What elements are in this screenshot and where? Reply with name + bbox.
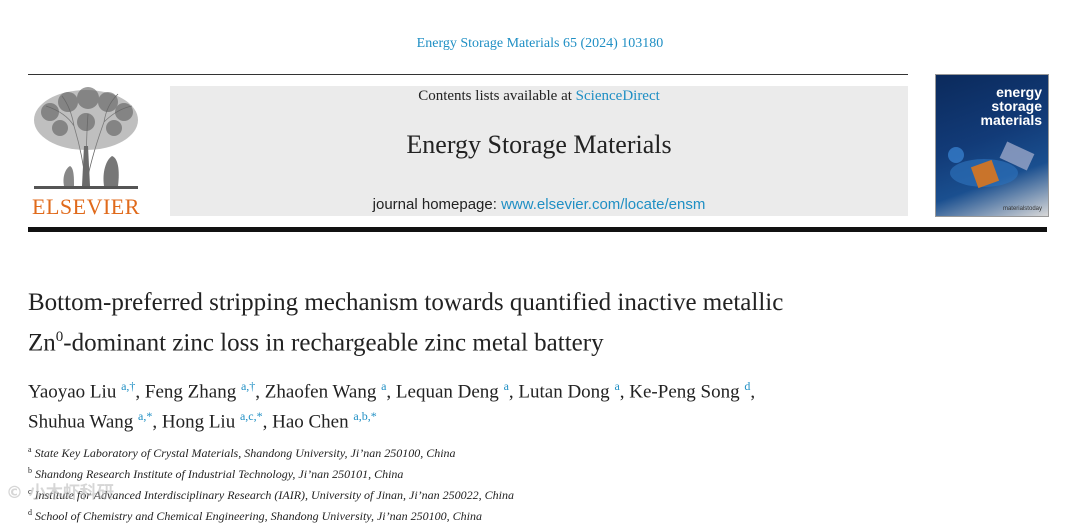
elsevier-tree-logo	[34, 87, 138, 189]
author-separator: ,	[262, 411, 273, 433]
affiliation-text: State Key Laboratory of Crystal Material…	[34, 446, 456, 460]
cover-title-line-1: energy	[996, 84, 1042, 100]
homepage-link[interactable]: www.elsevier.com/locate/ensm	[501, 196, 706, 213]
author-name[interactable]: Hong Liu	[161, 411, 236, 433]
author-name[interactable]: Yaoyao Liu	[28, 381, 117, 403]
watermark: © 小木虾科研	[6, 483, 114, 503]
masthead-banner: Contents lists available at ScienceDirec…	[170, 86, 908, 216]
author-affiliation-marker[interactable]: a	[503, 379, 509, 393]
author-separator: ,	[619, 381, 630, 403]
author-name[interactable]: Feng Zhang	[144, 381, 237, 403]
author-list: Yaoyao Liu a,†, Feng Zhang a,†, Zhaofen …	[28, 374, 988, 435]
author-affiliation-marker[interactable]: a,*	[138, 409, 153, 424]
affiliation-text: Shandong Research Institute of Industria…	[35, 467, 404, 481]
journal-reference[interactable]: Energy Storage Materials 65 (2024) 10318…	[416, 36, 664, 51]
journal-name: Energy Storage Materials	[406, 130, 672, 159]
author-name[interactable]: Lutan Dong	[518, 381, 610, 403]
header-thick-rule	[28, 227, 1047, 232]
affiliation-list: a State Key Laboratory of Crystal Materi…	[28, 441, 928, 525]
affiliation-item: a State Key Laboratory of Crystal Materi…	[28, 441, 928, 462]
author-line-2: Shuhua Wang a,*, Hong Liu a,c,*, Hao Che…	[28, 404, 988, 434]
elsevier-wordmark: ELSEVIER	[32, 194, 140, 219]
author-separator: ,	[152, 411, 162, 433]
author-separator: ,	[255, 381, 265, 403]
contents-availability: Contents lists available at ScienceDirec…	[170, 88, 908, 105]
author-affiliation-marker[interactable]: a,c,*	[239, 409, 263, 424]
author-affiliation-marker[interactable]: a	[614, 379, 620, 393]
cover-title-line-2: storage	[991, 98, 1042, 114]
author-affiliation-marker[interactable]: a,†	[240, 379, 256, 393]
author-line-1: Yaoyao Liu a,†, Feng Zhang a,†, Zhaofen …	[28, 374, 988, 404]
author-separator: ,	[135, 381, 145, 403]
author-separator: ,	[386, 381, 396, 403]
affiliation-item: c Institute for Advanced Interdisciplina…	[28, 483, 928, 504]
author-affiliation-marker[interactable]: a,b,*	[353, 409, 377, 424]
affiliation-item: d School of Chemistry and Chemical Engin…	[28, 504, 928, 525]
affiliation-item: b Shandong Research Institute of Industr…	[28, 462, 928, 483]
article-title: Bottom-preferred stripping mechanism tow…	[28, 286, 928, 360]
cover-footer: materialstoday	[1002, 206, 1042, 212]
affiliation-text: Institute for Advanced Interdisciplinary…	[34, 488, 515, 502]
journal-cover[interactable]: energy storage materials materialstoday	[935, 74, 1049, 217]
title-rest: -dominant zinc loss in rechargeable zinc…	[63, 329, 604, 357]
author-name[interactable]: Shuhua Wang	[28, 411, 134, 433]
author-affiliation-marker[interactable]: d	[744, 379, 751, 393]
top-rule	[28, 74, 908, 75]
affiliation-text: School of Chemistry and Chemical Enginee…	[35, 509, 482, 523]
cover-artwork	[948, 141, 1035, 189]
author-name[interactable]: Lequan Deng	[395, 381, 499, 403]
title-superscript: 0	[55, 329, 64, 345]
author-affiliation-marker[interactable]: a	[381, 379, 387, 393]
affiliation-key: c	[28, 487, 32, 496]
sciencedirect-link[interactable]: ScienceDirect	[575, 88, 660, 104]
author-name[interactable]: Hao Chen	[272, 411, 349, 433]
affiliation-key: b	[28, 466, 32, 475]
contents-prefix: Contents lists available at	[418, 88, 576, 104]
author-separator: ,	[508, 381, 519, 403]
author-affiliation-marker[interactable]: a,†	[121, 379, 136, 393]
affiliation-key: d	[28, 508, 32, 517]
cover-title: energy storage materials	[981, 85, 1042, 127]
affiliation-key: a	[28, 445, 32, 454]
cover-title-line-3: materials	[980, 112, 1042, 128]
title-line-1: Bottom-preferred stripping mechanism tow…	[28, 289, 784, 316]
title-line-2: Zn0-dominant zinc loss in rechargeable z…	[28, 320, 928, 360]
title-zn: Zn	[28, 329, 56, 357]
journal-homepage: journal homepage: www.elsevier.com/locat…	[170, 196, 908, 213]
author-separator: ,	[750, 381, 756, 403]
homepage-prefix: journal homepage:	[372, 196, 502, 213]
author-name[interactable]: Zhaofen Wang	[264, 381, 377, 403]
author-name[interactable]: Ke-Peng Song	[629, 381, 740, 403]
